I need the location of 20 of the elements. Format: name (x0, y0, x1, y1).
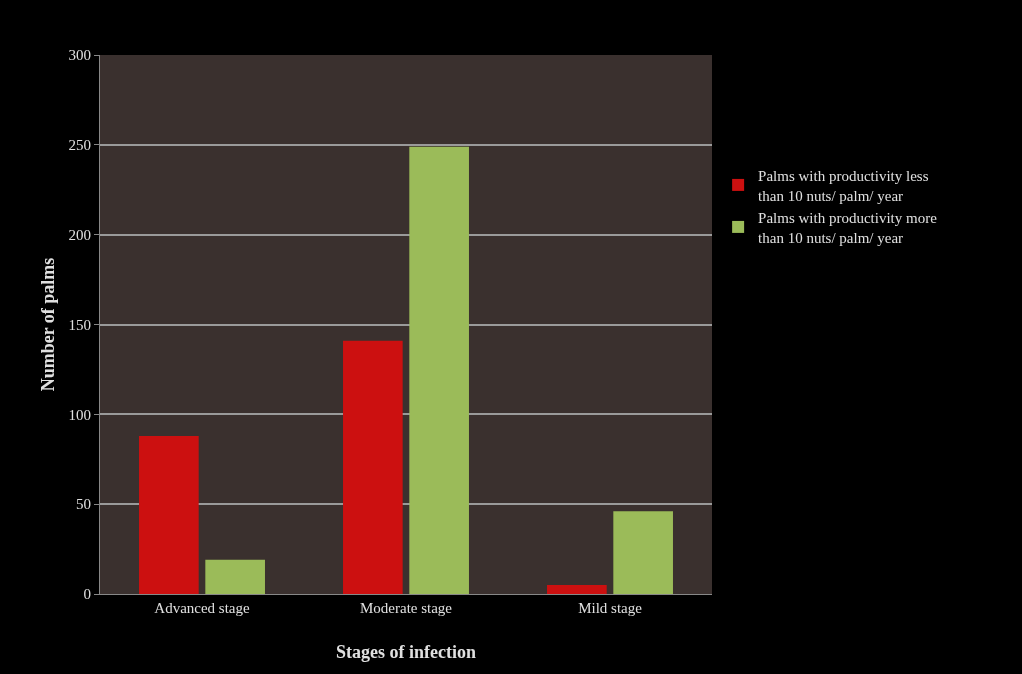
legend-label: Palms with productivity more than 10 nuts/ palm/ year (758, 210, 938, 246)
x-tick-label: Mild stage (578, 600, 643, 616)
bar (343, 340, 403, 594)
bar (613, 511, 673, 594)
y-tick-label: 100 (68, 406, 91, 423)
y-tick-label: 0 (83, 586, 91, 603)
bar (547, 585, 607, 594)
bar (205, 559, 265, 594)
bar (409, 146, 469, 594)
x-tick-label: Moderate stage (359, 600, 453, 616)
y-tick-label: 150 (68, 316, 91, 333)
y-tick-label: 200 (68, 226, 91, 243)
bar (139, 435, 199, 594)
x-tick-label: Advanced stage (154, 600, 251, 616)
legend-label: Palms with productivity less than 10 nuts/ palm/ year (758, 168, 929, 204)
y-tick-label: 50 (76, 496, 91, 513)
y-tick-label: 250 (68, 137, 91, 154)
x-axis-title: Stages of infection (336, 642, 476, 662)
y-tick-label: 300 (68, 47, 91, 64)
y-axis-title: Number of palms (38, 257, 58, 392)
